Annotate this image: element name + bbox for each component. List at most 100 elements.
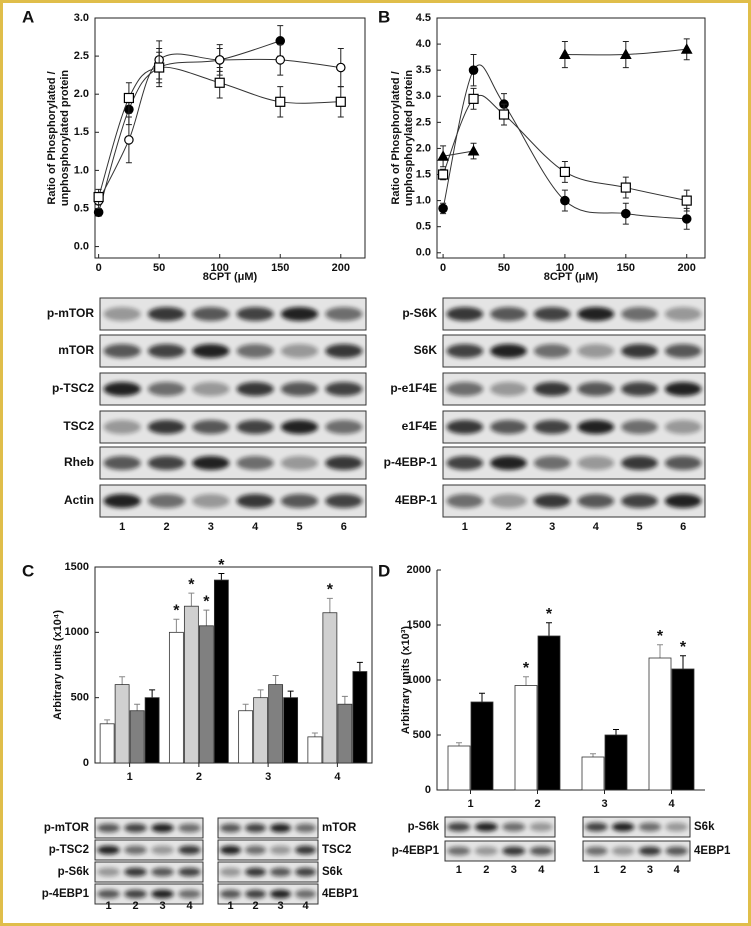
x-tick-label: 1 bbox=[467, 798, 473, 810]
y-axis-label: unphosphorylated protein bbox=[403, 70, 415, 207]
lane-number: 2 bbox=[505, 521, 511, 533]
blot-band bbox=[533, 381, 571, 397]
blot-band bbox=[295, 845, 316, 855]
y-tick-label: 2.0 bbox=[74, 88, 89, 100]
blot-band bbox=[103, 455, 141, 471]
y-axis-label: Arbitrary units (x10³) bbox=[400, 626, 412, 735]
blot-label: p-TSC2 bbox=[49, 844, 89, 856]
error-bar bbox=[272, 674, 279, 685]
blot-band bbox=[577, 419, 615, 435]
bar bbox=[238, 710, 254, 764]
blot-band bbox=[665, 822, 688, 832]
error-bar bbox=[203, 609, 210, 626]
error-bar bbox=[356, 661, 363, 672]
marker bbox=[335, 96, 346, 107]
y-tick-label: 1.5 bbox=[74, 126, 89, 138]
blot-band bbox=[124, 845, 147, 855]
blot-band bbox=[192, 343, 230, 359]
x-tick-label: 100 bbox=[211, 262, 229, 274]
blot-band bbox=[638, 846, 662, 856]
y-tick-label: 1500 bbox=[407, 619, 431, 631]
y-tick-label: 1000 bbox=[65, 626, 89, 638]
marker bbox=[437, 150, 449, 161]
blot-band bbox=[621, 455, 658, 471]
significance-star: * bbox=[680, 639, 687, 656]
error-bar bbox=[613, 729, 619, 735]
marker bbox=[468, 65, 479, 75]
blot-band bbox=[124, 889, 147, 899]
lane-number: 6 bbox=[680, 521, 686, 533]
blot-band bbox=[280, 343, 319, 359]
blot-band bbox=[147, 381, 186, 397]
significance-star: * bbox=[203, 593, 210, 610]
blot-band bbox=[490, 306, 527, 322]
blot-band bbox=[611, 846, 635, 856]
x-tick-label: 3 bbox=[265, 771, 271, 783]
blot-label: p-4EBP1 bbox=[392, 845, 440, 857]
plot-frame bbox=[94, 17, 366, 259]
blot-band bbox=[447, 822, 471, 832]
blot-label: 4EBP-1 bbox=[395, 493, 437, 507]
blot-background bbox=[442, 372, 706, 406]
panel-label: C bbox=[22, 561, 34, 580]
lane-number: 4 bbox=[538, 864, 545, 876]
y-tick-label: 2.0 bbox=[416, 142, 431, 154]
blot-background bbox=[442, 410, 706, 444]
blot-band bbox=[577, 493, 615, 509]
blot-band bbox=[103, 493, 141, 509]
blot-band bbox=[621, 419, 658, 435]
y-axis-label: Ratio of Phosphorylated / bbox=[390, 71, 402, 204]
y-tick-label: 4.5 bbox=[416, 12, 431, 24]
blot-band bbox=[585, 822, 608, 832]
blot-background bbox=[444, 840, 556, 862]
blot-background bbox=[582, 816, 691, 838]
lane-number: 2 bbox=[483, 864, 489, 876]
x-tick-label: 3 bbox=[601, 798, 607, 810]
lane-number: 3 bbox=[647, 864, 653, 876]
blot-band bbox=[147, 419, 186, 435]
y-tick-label: 1.0 bbox=[74, 164, 89, 176]
error-bar bbox=[590, 753, 596, 757]
y-tick-label: 2.5 bbox=[74, 50, 89, 62]
lane-number: 1 bbox=[462, 521, 468, 533]
blot-background bbox=[99, 446, 367, 480]
blot-band bbox=[147, 493, 186, 509]
blot-band bbox=[147, 306, 186, 322]
blot-background bbox=[442, 446, 706, 480]
blot-label: p-S6K bbox=[402, 306, 437, 320]
marker bbox=[468, 93, 479, 104]
error-bar bbox=[149, 689, 156, 698]
blot-band bbox=[490, 343, 527, 359]
bar bbox=[253, 697, 269, 764]
blot-band bbox=[220, 823, 241, 833]
blot-band bbox=[664, 306, 702, 322]
y-axis-label: unphosphorylated protein bbox=[59, 70, 71, 207]
bar bbox=[114, 684, 130, 764]
significance-star: * bbox=[173, 602, 180, 619]
marker bbox=[559, 166, 571, 178]
lane-number: 3 bbox=[549, 521, 555, 533]
blot-band bbox=[446, 419, 484, 435]
blot-band bbox=[621, 493, 658, 509]
blot-band bbox=[124, 823, 147, 833]
significance-star: * bbox=[657, 628, 664, 645]
blot-background bbox=[99, 297, 367, 331]
error-bar bbox=[326, 597, 333, 613]
lane-number: 4 bbox=[593, 521, 600, 533]
blot-band bbox=[474, 846, 498, 856]
x-tick-label: 2 bbox=[534, 798, 540, 810]
marker bbox=[275, 96, 286, 107]
blot-background bbox=[217, 883, 319, 905]
blot-band bbox=[192, 381, 230, 397]
blot-band bbox=[446, 493, 484, 509]
blot-band bbox=[151, 889, 174, 899]
bar bbox=[198, 625, 214, 764]
bar bbox=[352, 671, 368, 764]
blot-band bbox=[295, 867, 316, 877]
bar bbox=[99, 723, 115, 764]
lane-number: 1 bbox=[105, 900, 111, 912]
blot-band bbox=[220, 889, 241, 899]
error-bar bbox=[546, 622, 552, 636]
x-tick-label: 150 bbox=[617, 262, 635, 274]
y-tick-label: 1.0 bbox=[416, 195, 431, 207]
